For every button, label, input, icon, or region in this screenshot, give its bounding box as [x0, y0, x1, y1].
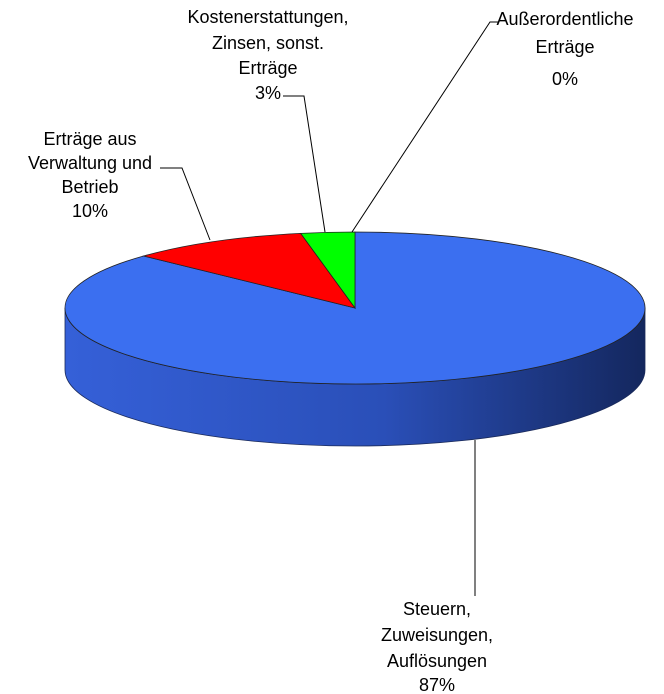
- slice-label: Erträge: [238, 58, 297, 78]
- slice-label: Erträge aus: [43, 129, 136, 149]
- leader-line: [160, 167, 211, 241]
- value-label: 87%: [419, 675, 455, 694]
- slice-label: Außerordentliche: [496, 9, 633, 29]
- slice-label: Kostenerstattungen,: [187, 7, 348, 27]
- pie-slice: [142, 232, 356, 309]
- slice-label: Verwaltung und: [28, 153, 152, 173]
- pie-slice: [299, 231, 356, 310]
- value-label: 0%: [552, 69, 578, 89]
- slice-label: Erträge: [535, 37, 594, 57]
- slice-label: Zinsen, sonst.: [212, 33, 324, 53]
- leader-line: [351, 21, 498, 233]
- slice-label: Betrieb: [61, 177, 118, 197]
- leader-line: [283, 95, 326, 233]
- value-label: 10%: [72, 201, 108, 221]
- slice-label: Zuweisungen,: [381, 625, 493, 645]
- slice-label: Auflösungen: [387, 651, 487, 671]
- slice-label: Steuern,: [403, 599, 471, 619]
- value-label: 3%: [255, 83, 281, 103]
